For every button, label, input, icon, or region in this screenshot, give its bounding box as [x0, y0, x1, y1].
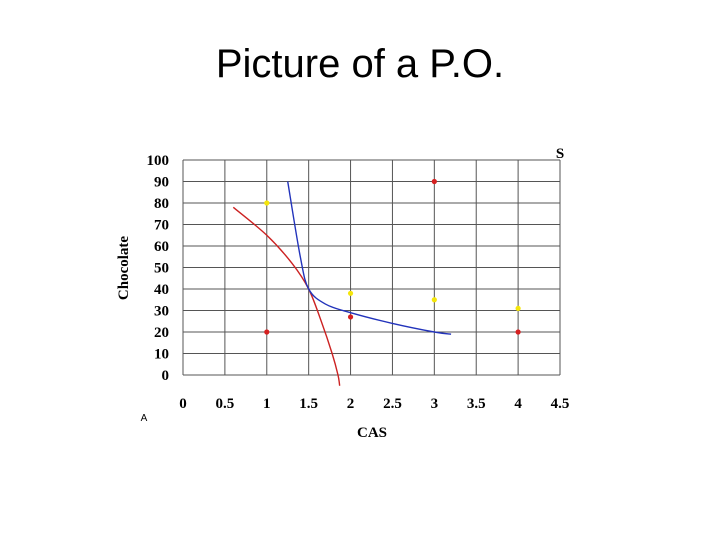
x-axis-ticks: 0 0.5 1 1.5 2 2.5 3 3.5 4 4.5: [179, 396, 569, 412]
y-tick-label: 70: [154, 218, 169, 234]
data-point: [347, 290, 354, 296]
y-tick-label: 100: [147, 153, 170, 169]
grid: [182, 159, 561, 376]
y-tick-label: 40: [154, 282, 169, 298]
x-tick-label: 0: [179, 396, 187, 412]
slide-title: Picture of a P.O.: [215, 42, 505, 86]
data-point: [515, 305, 521, 311]
y-tick-label: 50: [154, 261, 169, 277]
data-point: [431, 297, 437, 303]
x-tick-label: 3.5: [467, 396, 486, 412]
data-point: [264, 329, 270, 335]
x-tick-label: 2.5: [383, 396, 402, 412]
y-tick-label: 20: [154, 325, 169, 341]
x-tick-label: 1.5: [299, 396, 318, 412]
curve-line: [287, 181, 452, 335]
curves: [232, 181, 452, 386]
y-axis-title: Chocolate: [116, 236, 132, 300]
data-point: [431, 178, 437, 185]
data-point: [515, 329, 521, 335]
data-point: [347, 314, 354, 320]
x-tick-label: 4: [514, 396, 522, 412]
x-axis-title: CAS: [357, 425, 387, 441]
x-tick-label: 1: [263, 396, 271, 412]
x-tick-label: 4.5: [551, 396, 570, 412]
y-tick-label: 80: [154, 196, 169, 212]
y-tick-label: 10: [154, 347, 169, 363]
curve-line: [232, 206, 341, 386]
y-tick-label: 30: [154, 304, 169, 320]
y-tick-label: 60: [154, 239, 169, 255]
data-point: [264, 200, 270, 206]
x-tick-label: 2: [347, 396, 355, 412]
x-tick-label: 3: [431, 396, 439, 412]
corner-label-top-right: S: [556, 146, 564, 162]
points: [264, 178, 521, 335]
corner-label-bottom-left: A: [141, 413, 148, 424]
x-tick-label: 0.5: [216, 396, 235, 412]
y-tick-label: 0: [162, 368, 170, 384]
y-tick-label: 90: [154, 175, 169, 191]
